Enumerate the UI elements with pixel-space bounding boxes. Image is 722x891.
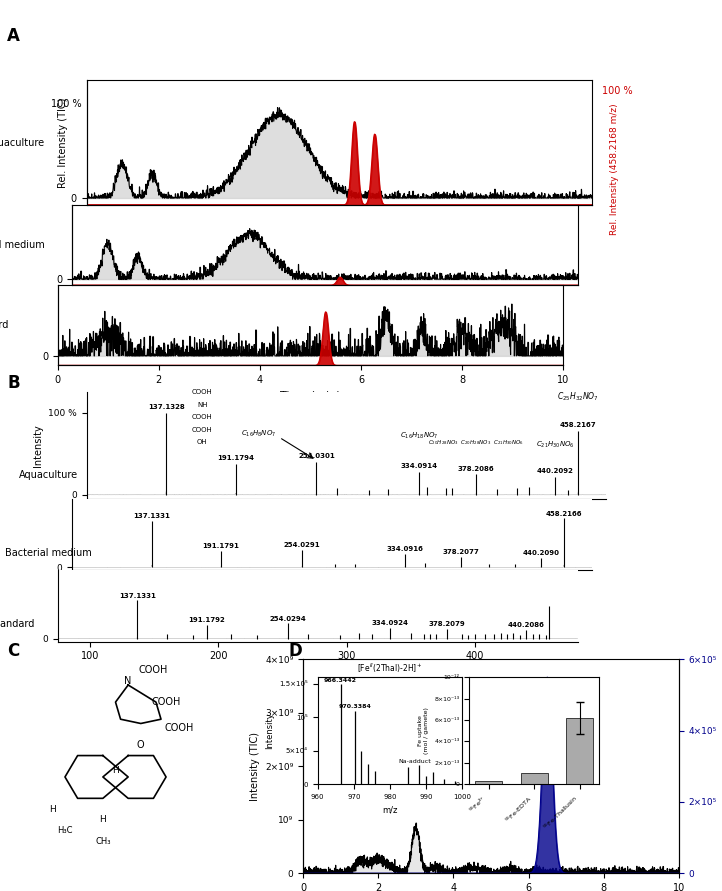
Y-axis label: Fe uptake
(mol / gamete): Fe uptake (mol / gamete): [418, 707, 429, 754]
Text: 137.1328: 137.1328: [148, 405, 185, 410]
Text: [Fe$^{II}$(2Thal)-2H]$^+$: [Fe$^{II}$(2Thal)-2H]$^+$: [357, 662, 423, 675]
Text: H: H: [49, 805, 56, 813]
Text: Rel. Intensity (458.2168 m/z): Rel. Intensity (458.2168 m/z): [610, 103, 619, 235]
Text: D: D: [289, 642, 303, 659]
Text: 191.1791: 191.1791: [203, 544, 240, 550]
Text: H: H: [100, 815, 106, 824]
Text: COOH: COOH: [139, 665, 168, 675]
Text: COOH: COOH: [192, 389, 212, 396]
X-axis label: m/z: m/z: [308, 666, 328, 677]
Text: 254.0294: 254.0294: [269, 616, 306, 622]
Text: 100 %: 100 %: [51, 99, 82, 109]
Text: COOH: COOH: [152, 697, 180, 707]
Text: Bacterial medium: Bacterial medium: [0, 240, 45, 250]
Text: 100 %: 100 %: [602, 86, 632, 96]
Text: N: N: [124, 675, 132, 686]
Text: H: H: [112, 766, 119, 775]
X-axis label: m/z: m/z: [382, 805, 398, 814]
Text: 440.2090: 440.2090: [522, 550, 560, 556]
Text: 254.0291: 254.0291: [284, 543, 321, 548]
Text: COOH: COOH: [192, 427, 212, 433]
X-axis label: Time (min): Time (min): [280, 390, 341, 401]
Text: 334.0924: 334.0924: [372, 620, 409, 626]
Text: 378.2079: 378.2079: [428, 621, 465, 627]
Text: 334.0916: 334.0916: [386, 546, 423, 552]
Text: 191.1792: 191.1792: [188, 617, 225, 624]
Text: NH: NH: [197, 402, 207, 408]
Text: A: A: [7, 27, 20, 45]
Text: $C_{16}H_{18}NO_7$: $C_{16}H_{18}NO_7$: [400, 431, 438, 441]
Bar: [521, 773, 548, 784]
Text: Bacterial medium: Bacterial medium: [4, 548, 92, 558]
Text: 966.3442: 966.3442: [324, 677, 357, 683]
Text: COOH: COOH: [164, 723, 193, 732]
Bar: [475, 781, 503, 784]
Text: 137.1331: 137.1331: [134, 513, 170, 519]
Text: $C_{25}H_{32}NO_7$: $C_{25}H_{32}NO_7$: [557, 390, 599, 403]
Text: 137.1331: 137.1331: [119, 593, 156, 599]
Text: 458.2167: 458.2167: [560, 422, 596, 429]
Text: C: C: [7, 642, 19, 659]
Text: 440.2092: 440.2092: [536, 469, 573, 474]
Y-axis label: Rel. Intensity (TIC): Rel. Intensity (TIC): [58, 97, 68, 188]
Text: H₃C: H₃C: [57, 826, 73, 835]
Y-axis label: Intensity: Intensity: [32, 424, 43, 467]
Text: Standard: Standard: [0, 320, 9, 331]
Y-axis label: Intensity: Intensity: [265, 712, 274, 749]
Text: CH₃: CH₃: [95, 837, 110, 846]
Text: Standard: Standard: [0, 619, 35, 629]
Text: 191.1794: 191.1794: [217, 455, 254, 462]
Bar: [566, 718, 593, 784]
Text: $C_{16}H_8NO_7$: $C_{16}H_8NO_7$: [240, 429, 276, 439]
Y-axis label: Intensity (TIC): Intensity (TIC): [250, 732, 260, 801]
Text: 378.2077: 378.2077: [443, 549, 479, 555]
Text: Aquaculture: Aquaculture: [19, 470, 78, 479]
Text: $C_{21}H_{30}NO_6$: $C_{21}H_{30}NO_6$: [536, 439, 575, 450]
Text: 440.2086: 440.2086: [508, 622, 544, 628]
Text: OH: OH: [197, 439, 207, 446]
Text: Na-adduct: Na-adduct: [399, 759, 432, 764]
Text: COOH: COOH: [192, 414, 212, 421]
Text: 970.3384: 970.3384: [339, 704, 371, 709]
Text: O: O: [137, 740, 144, 750]
Text: B: B: [7, 374, 19, 392]
Text: 254.0301: 254.0301: [298, 454, 335, 460]
Text: 378.2086: 378.2086: [457, 466, 494, 472]
Text: 458.2166: 458.2166: [546, 511, 582, 517]
Text: Aquaculture: Aquaculture: [0, 137, 45, 148]
Text: $C_{20}H_{28}NO_3$  $C_{20}H_{28}NO_3$  $C_{21}H_{30}NO_6$: $C_{20}H_{28}NO_3$ $C_{20}H_{28}NO_3$ $C…: [427, 438, 523, 447]
Text: 334.0914: 334.0914: [401, 463, 438, 470]
